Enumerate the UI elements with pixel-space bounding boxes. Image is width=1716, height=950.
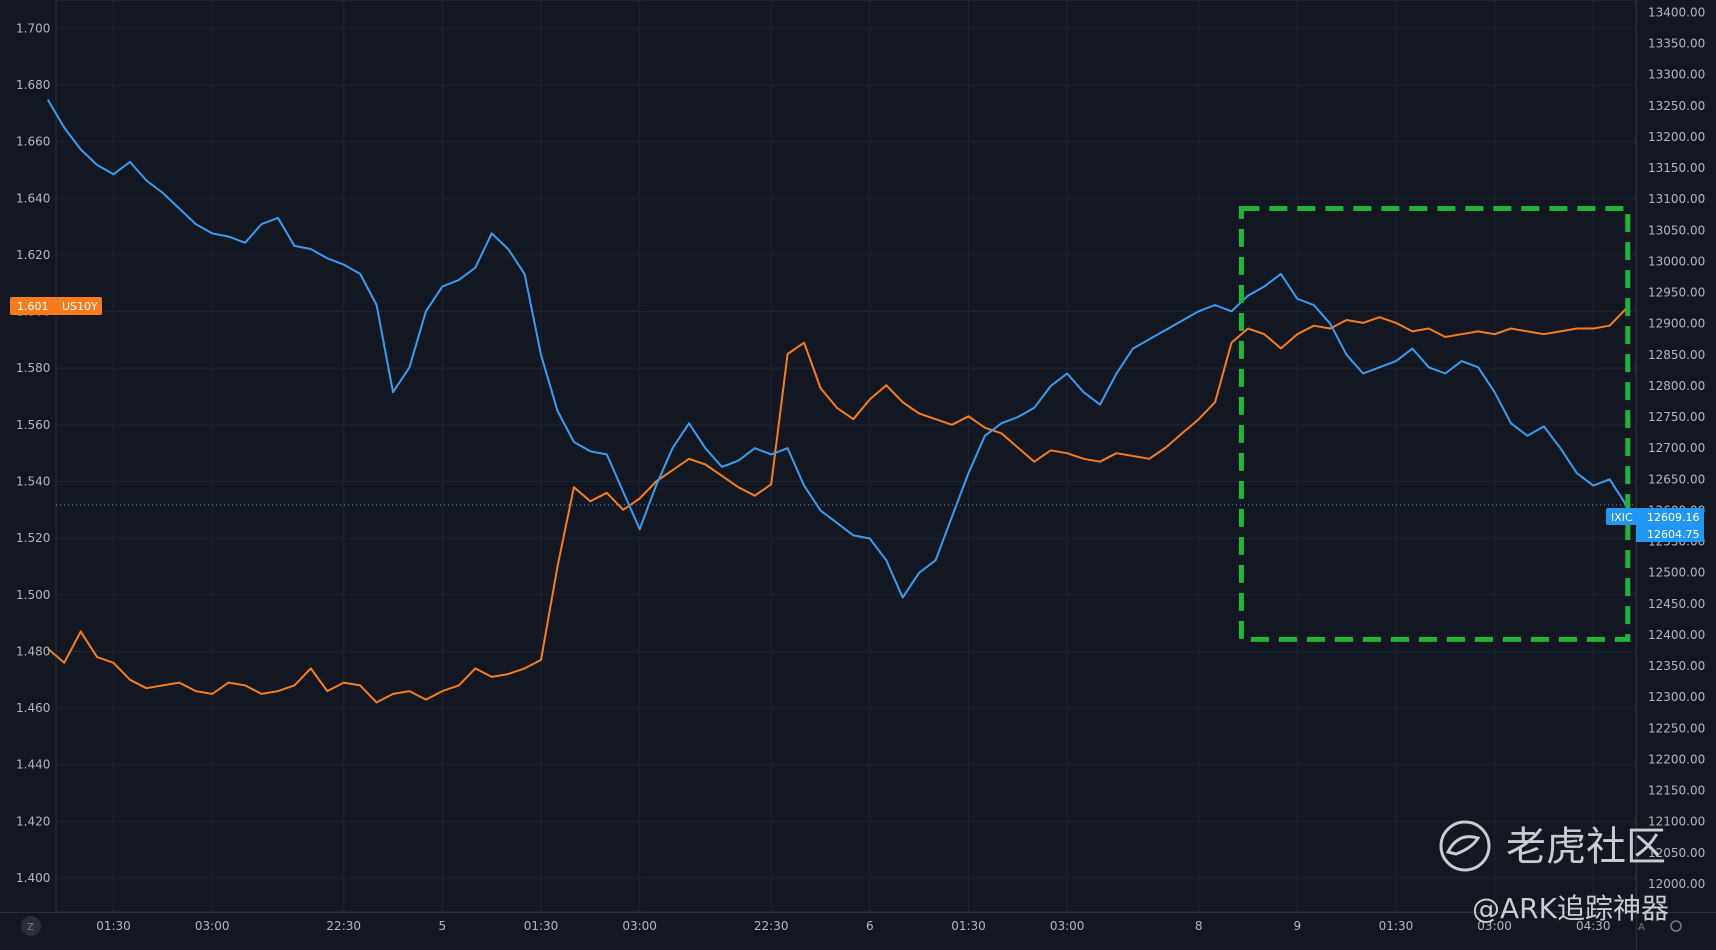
highlight-box-layer bbox=[1238, 206, 1631, 642]
ixic-label-value: 12609.16 bbox=[1647, 511, 1700, 524]
ixic-close-value: 12604.75 bbox=[1647, 528, 1700, 541]
left-tick-label: 1.680 bbox=[16, 78, 50, 92]
time-tick-label: 5 bbox=[439, 919, 447, 933]
watermark: 老虎社区 @ARK追踪神器 bbox=[1439, 820, 1669, 925]
us10y-label-bg bbox=[10, 297, 102, 315]
right-tick-label: 12400.00 bbox=[1648, 628, 1705, 642]
ixic-label-name: IXIC bbox=[1611, 511, 1633, 524]
right-tick-label: 12250.00 bbox=[1648, 721, 1705, 735]
us10y-label-name: US10Y bbox=[62, 300, 98, 313]
ixic-name-bg bbox=[1606, 508, 1639, 525]
right-tick-label: 13250.00 bbox=[1648, 99, 1705, 113]
left-tick-label: 1.640 bbox=[16, 191, 50, 205]
right-tick-label: 13350.00 bbox=[1648, 37, 1705, 51]
right-tick-label: 12350.00 bbox=[1648, 659, 1705, 673]
tiger-logo-icon bbox=[1439, 820, 1491, 872]
left-tick-label: 1.660 bbox=[16, 135, 50, 149]
timezone-button-label: Z bbox=[27, 922, 34, 933]
right-tick-label: 12300.00 bbox=[1648, 690, 1705, 704]
right-tick-label: 12800.00 bbox=[1648, 379, 1705, 393]
grid bbox=[56, 0, 1636, 912]
series-layer bbox=[46, 99, 1636, 704]
right-tick-label: 12100.00 bbox=[1648, 815, 1705, 829]
left-tick-label: 1.400 bbox=[16, 871, 50, 885]
right-tick-label: 13050.00 bbox=[1648, 223, 1705, 237]
ixic-price-label: IXIC 12609.16 12604.75 bbox=[1606, 508, 1704, 542]
price-labels: 1.601 US10Y IXIC 12609.16 12604.75 bbox=[10, 297, 1704, 542]
right-tick-label: 12750.00 bbox=[1648, 410, 1705, 424]
left-tick-label: 1.700 bbox=[16, 21, 50, 35]
right-tick-label: 13100.00 bbox=[1648, 192, 1705, 206]
right-tick-label: 13400.00 bbox=[1648, 5, 1705, 19]
right-tick-label: 12050.00 bbox=[1648, 846, 1705, 860]
left-tick-label: 1.580 bbox=[16, 361, 50, 375]
us10y-label-value: 1.601 bbox=[17, 300, 49, 313]
right-tick-label: 12650.00 bbox=[1648, 472, 1705, 486]
watermark-line1: 老虎社区 bbox=[1506, 824, 1666, 870]
time-tick-label: 01:30 bbox=[524, 919, 559, 933]
highlight-box bbox=[1238, 206, 1631, 642]
right-tick-label: 12700.00 bbox=[1648, 441, 1705, 455]
right-tick-label: 12200.00 bbox=[1648, 752, 1705, 766]
right-price-axis: 13400.00 13350.00 13300.00 13250.00 13200.00… bbox=[1648, 5, 1705, 891]
time-tick-label: 01:30 bbox=[951, 919, 986, 933]
watermark-line2: @ARK追踪神器 bbox=[1472, 892, 1669, 925]
left-tick-label: 1.560 bbox=[16, 418, 50, 432]
time-tick-label: 8 bbox=[1195, 919, 1203, 933]
time-tick-label: 04:30 bbox=[1576, 919, 1611, 933]
us10y-price-label: 1.601 US10Y bbox=[10, 297, 102, 315]
right-tick-label: 12000.00 bbox=[1648, 877, 1705, 891]
left-tick-label: 1.460 bbox=[16, 701, 50, 715]
time-tick-label: 03:00 bbox=[1477, 919, 1512, 933]
right-tick-label: 13000.00 bbox=[1648, 254, 1705, 268]
time-tick-label: 22:30 bbox=[326, 919, 361, 933]
time-tick-label: 01:30 bbox=[96, 919, 131, 933]
right-tick-label: 12950.00 bbox=[1648, 286, 1705, 300]
left-tick-label: 1.420 bbox=[16, 814, 50, 828]
left-price-axis: 1.7001.6801.6601.6401.6201.6001.5801.560… bbox=[16, 21, 50, 885]
time-tick-label: 03:00 bbox=[622, 919, 657, 933]
right-tick-label: 13150.00 bbox=[1648, 161, 1705, 175]
time-axis: 01:30 03:00 22:30 5 01:30 03:00 22:30 6 01:30 03:… bbox=[96, 919, 1610, 933]
left-tick-label: 1.540 bbox=[16, 474, 50, 488]
time-tick-label: 03:00 bbox=[1050, 919, 1085, 933]
time-tick-label: 6 bbox=[866, 919, 874, 933]
series-line-ixic bbox=[46, 99, 1627, 599]
time-tick-label: 03:00 bbox=[195, 919, 230, 933]
time-tick-label: 01:30 bbox=[1379, 919, 1414, 933]
right-tick-label: 13200.00 bbox=[1648, 130, 1705, 144]
ixic-close-bg bbox=[1636, 525, 1704, 542]
left-tick-label: 1.440 bbox=[16, 758, 50, 772]
time-tick-label: 22:30 bbox=[754, 919, 789, 933]
right-tick-label: 12900.00 bbox=[1648, 317, 1705, 331]
ixic-value-bg bbox=[1636, 508, 1704, 525]
right-tick-label: 12850.00 bbox=[1648, 348, 1705, 362]
auto-scale-button[interactable]: A bbox=[1638, 920, 1682, 933]
right-tick-label: 12150.00 bbox=[1648, 784, 1705, 798]
left-tick-label: 1.620 bbox=[16, 248, 50, 262]
right-tick-label: 12500.00 bbox=[1648, 566, 1705, 580]
left-tick-label: 1.520 bbox=[16, 531, 50, 545]
timezone-button[interactable]: Z bbox=[21, 916, 41, 936]
left-tick-label: 1.500 bbox=[16, 588, 50, 602]
left-tick-label: 1.480 bbox=[16, 644, 50, 658]
series-line-us10y bbox=[47, 308, 1627, 704]
settings-gear-icon[interactable] bbox=[1670, 920, 1682, 932]
auto-scale-label: A bbox=[1638, 922, 1645, 933]
right-tick-label: 12450.00 bbox=[1648, 597, 1705, 611]
right-tick-label: 13300.00 bbox=[1648, 68, 1705, 82]
time-tick-label: 9 bbox=[1293, 919, 1301, 933]
